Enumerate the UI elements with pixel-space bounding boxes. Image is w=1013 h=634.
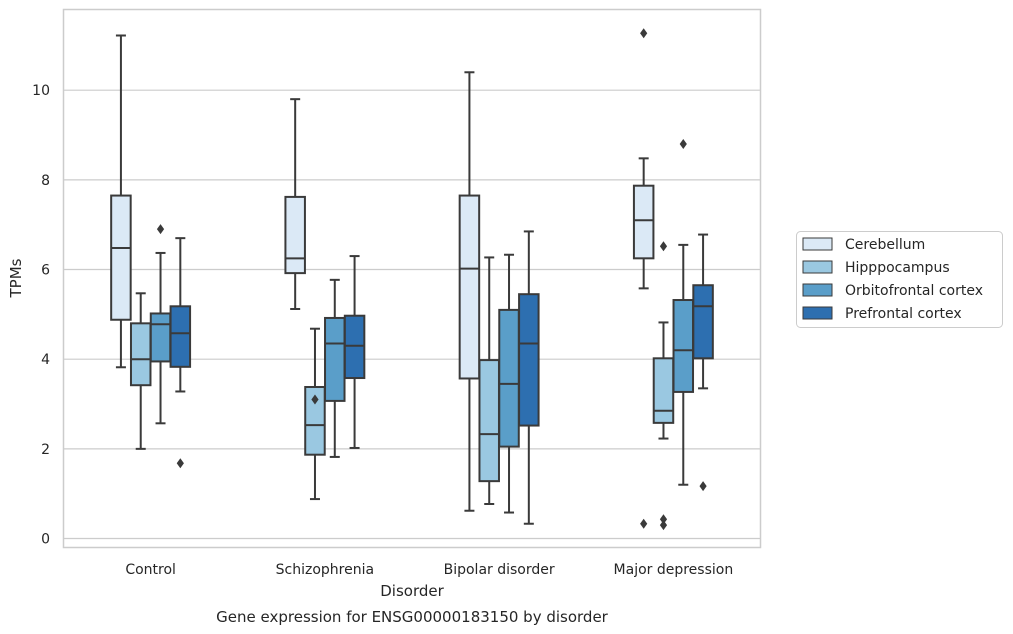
chart-caption: Gene expression for ENSG00000183150 by d… xyxy=(216,608,609,626)
y-tick-label: 0 xyxy=(41,532,50,548)
box xyxy=(498,308,520,448)
box xyxy=(304,385,326,456)
box xyxy=(129,322,152,387)
box xyxy=(478,359,500,483)
legend-label: Orbitofrontal cortex xyxy=(845,283,983,299)
outlier-point xyxy=(640,28,648,39)
box-3-2 xyxy=(324,278,346,458)
box xyxy=(343,314,366,380)
box-2-2 xyxy=(304,327,326,501)
x-axis-label: Disorder xyxy=(380,582,444,600)
box xyxy=(284,195,306,275)
box xyxy=(458,194,481,380)
plot-frame xyxy=(62,8,762,549)
legend-swatch xyxy=(802,306,833,320)
legend-label: Prefrontal cortex xyxy=(845,306,962,322)
y-tick-label: 2 xyxy=(41,442,50,458)
outlier-point xyxy=(311,394,319,405)
box-2-3 xyxy=(478,256,500,506)
box xyxy=(518,293,540,427)
legend: Cerebellum Hipppocampus Orbitofrontal cort… xyxy=(796,231,1003,328)
legend-swatch xyxy=(802,260,833,274)
x-tick-label: Control xyxy=(125,562,176,578)
legend-swatch xyxy=(802,237,833,251)
box-1-1 xyxy=(110,34,132,369)
y-axis-ticks: 0 2 4 6 8 10 xyxy=(32,83,50,547)
x-tick-label: Bipolar disorder xyxy=(444,562,555,578)
box-4-4 xyxy=(692,233,714,492)
legend-frame xyxy=(796,231,1003,328)
x-tick-label: Major depression xyxy=(614,562,734,578)
box-4-1 xyxy=(169,237,192,469)
box-4-3 xyxy=(518,230,540,525)
y-tick-label: 8 xyxy=(41,173,50,189)
legend-label: Hipppocampus xyxy=(845,260,950,276)
x-axis-ticks: Control Schizophrenia Bipolar disorder Majo… xyxy=(125,562,733,578)
outlier-point xyxy=(659,241,668,252)
box xyxy=(324,316,346,402)
box-1-3 xyxy=(458,71,481,512)
outlier-point xyxy=(176,458,184,469)
box-1-4 xyxy=(632,28,655,529)
y-axis-label: TPMs xyxy=(7,258,25,298)
box xyxy=(149,312,172,363)
box xyxy=(169,305,192,368)
legend-swatch xyxy=(802,283,833,297)
box-3-1 xyxy=(149,224,172,425)
x-tick-label: Schizophrenia xyxy=(276,562,374,578)
y-tick-label: 10 xyxy=(32,83,50,99)
outlier-point xyxy=(659,514,668,525)
box xyxy=(652,357,675,424)
y-tick-label: 4 xyxy=(41,352,50,368)
box-2-1 xyxy=(129,292,152,450)
legend-label: Cerebellum xyxy=(845,237,925,253)
box-4-2 xyxy=(343,255,366,449)
box xyxy=(110,194,132,321)
box xyxy=(672,299,695,393)
box xyxy=(692,284,714,360)
outlier-point xyxy=(156,224,165,235)
box-3-3 xyxy=(498,253,520,514)
outlier-point xyxy=(679,139,687,149)
outlier-point xyxy=(699,481,707,492)
outlier-point xyxy=(659,520,668,531)
box-1-2 xyxy=(284,98,306,310)
box-series xyxy=(110,28,714,531)
outlier-point xyxy=(640,518,648,529)
box-2-4 xyxy=(652,241,675,531)
box xyxy=(632,184,655,260)
box-3-4 xyxy=(672,139,695,486)
y-tick-label: 6 xyxy=(41,263,50,279)
